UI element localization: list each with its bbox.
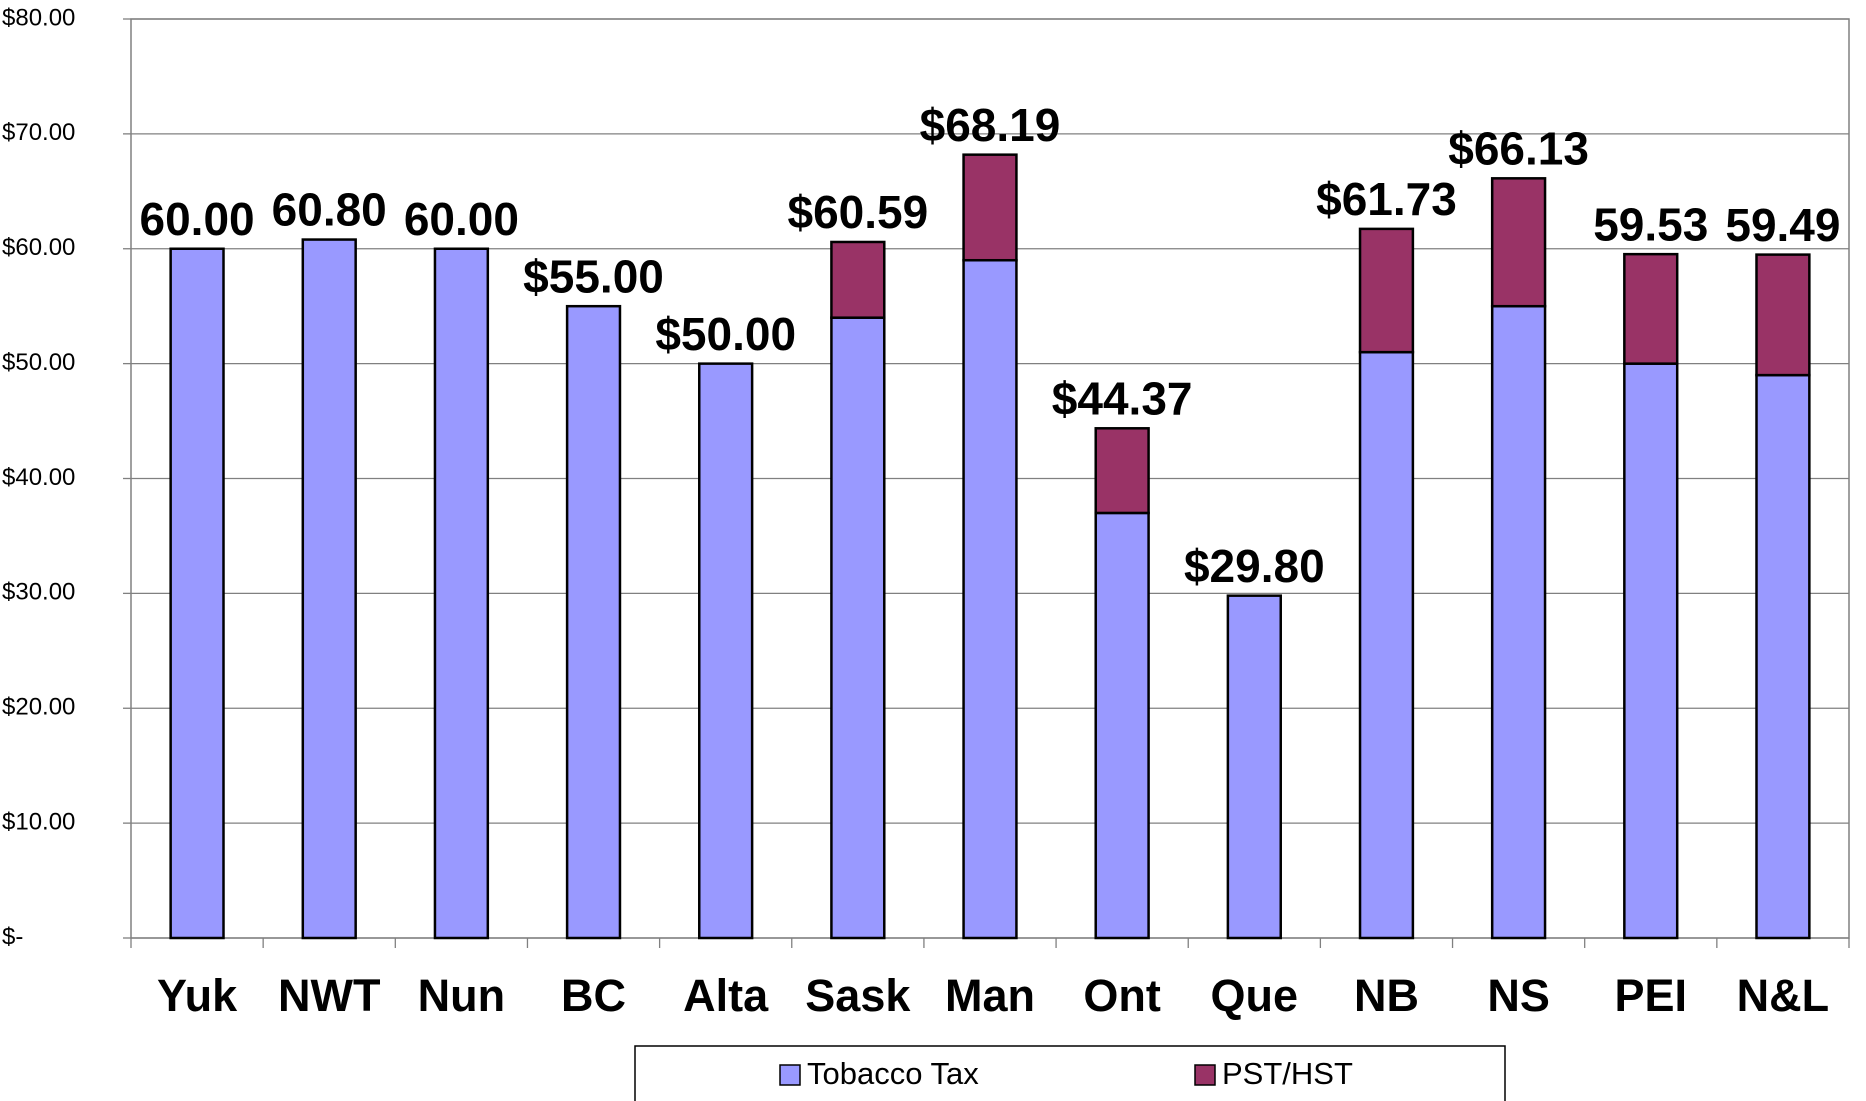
x-tick-label: Yuk — [157, 970, 238, 1021]
bar-segment — [698, 362, 754, 940]
bar-segment — [830, 240, 886, 319]
total-label: 59.49 — [1725, 199, 1840, 251]
total-label: 60.00 — [140, 193, 255, 245]
bar-segment — [1358, 350, 1415, 940]
x-tick-label: Ont — [1083, 970, 1160, 1021]
total-label: 60.00 — [404, 193, 519, 245]
bar-segment — [962, 153, 1018, 262]
y-tick-label: $40.00 — [2, 464, 75, 491]
bar-segment — [1358, 227, 1415, 354]
total-label: $61.73 — [1316, 173, 1457, 225]
bar-segment — [301, 238, 357, 940]
total-label: $50.00 — [655, 308, 796, 360]
total-label: $44.37 — [1052, 372, 1193, 424]
legend-label: PST/HST — [1222, 1056, 1353, 1091]
y-tick-label: $30.00 — [2, 579, 75, 606]
bar-segment — [1094, 511, 1150, 940]
y-tick-label: $- — [2, 923, 23, 950]
x-tick-label: BC — [561, 970, 626, 1021]
x-tick-label: NS — [1487, 970, 1550, 1021]
y-tick-label: $60.00 — [2, 234, 75, 261]
y-tick-label: $70.00 — [2, 119, 75, 146]
total-label: $55.00 — [523, 250, 664, 302]
bar-segment — [565, 304, 622, 940]
total-label: 60.80 — [272, 184, 387, 236]
x-tick-label: NB — [1354, 970, 1419, 1021]
total-label: 59.53 — [1593, 198, 1708, 250]
x-tick-label: Man — [945, 970, 1035, 1021]
total-label: $66.13 — [1448, 122, 1589, 174]
total-label: $60.59 — [787, 186, 928, 238]
bar-segment — [1623, 362, 1679, 940]
bar-segment — [1226, 594, 1282, 940]
legend-box — [634, 1045, 1506, 1101]
bar-segment — [830, 316, 886, 940]
bar-segment — [1755, 373, 1811, 940]
bar-segment — [1490, 304, 1547, 940]
total-label: $68.19 — [920, 99, 1061, 151]
legend-label: Tobacco Tax — [807, 1056, 979, 1091]
legend-swatch — [779, 1064, 801, 1086]
x-tick-label: Nun — [418, 970, 505, 1021]
bar-segment — [962, 258, 1018, 940]
y-tick-label: $80.00 — [2, 4, 75, 31]
y-tick-label: $10.00 — [2, 808, 75, 835]
x-tick-label: NWT — [278, 970, 380, 1021]
bar-segment — [169, 247, 225, 940]
bar-segment — [1094, 427, 1150, 515]
x-tick-label: Alta — [683, 970, 769, 1021]
bar-segment — [1490, 177, 1547, 308]
x-tick-label: N&L — [1737, 970, 1829, 1021]
y-tick-label: $20.00 — [2, 694, 75, 721]
bar-segment — [433, 247, 490, 940]
x-tick-label: Que — [1211, 970, 1299, 1021]
x-tick-label: PEI — [1614, 970, 1687, 1021]
total-label: $29.80 — [1184, 540, 1325, 592]
bar-segment — [1755, 253, 1811, 377]
x-tick-label: Sask — [805, 970, 911, 1021]
y-tick-label: $50.00 — [2, 349, 75, 376]
legend-swatch — [1194, 1064, 1216, 1086]
bar-segment — [1623, 252, 1679, 365]
